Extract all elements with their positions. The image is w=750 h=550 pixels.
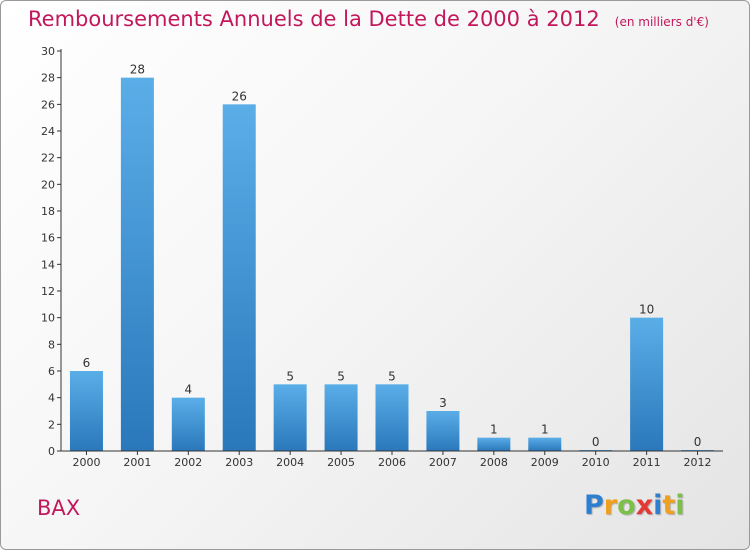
x-tick-label: 2006 [378,456,406,469]
data-label-2005: 5 [337,369,345,383]
logo-letter: x [635,490,654,521]
data-label-2012: 0 [694,435,702,449]
data-label-2009: 1 [541,423,549,437]
data-label-2007: 3 [439,396,447,410]
bar-2008 [477,437,511,451]
chart-title: Remboursements Annuels de la Dette de 20… [28,7,600,31]
bar-2000 [69,371,103,451]
y-tick-label: 18 [41,205,55,218]
x-tick-label: 2000 [72,456,100,469]
x-tick-label: 2010 [582,456,610,469]
bar-2003 [222,104,256,451]
x-tick-label: 2003 [225,456,253,469]
bar-2002 [171,397,205,451]
x-tick-label: 2002 [174,456,202,469]
y-tick-label: 10 [41,312,55,325]
y-tick-label: 20 [41,178,55,191]
y-tick-label: 22 [41,152,55,165]
x-tick-label: 2011 [633,456,661,469]
y-tick-label: 28 [41,72,55,85]
y-tick-label: 16 [41,232,55,245]
logo-letter: t [662,490,676,521]
logo-letter: r [603,490,618,521]
y-tick-label: 12 [41,285,55,298]
y-tick-label: 30 [41,45,55,58]
bar-2005 [324,384,358,451]
chart-unit-label: (en milliers d'€) [614,15,709,29]
logo-letter: o [617,490,636,521]
x-tick-label: 2001 [123,456,151,469]
data-label-2010: 0 [592,435,600,449]
y-tick-label: 26 [41,98,55,111]
data-label-2006: 5 [388,369,396,383]
proxiti-logo: Proxiti [584,490,685,521]
data-label-2004: 5 [286,369,294,383]
x-tick-label: 2007 [429,456,457,469]
x-tick-label: 2012 [684,456,712,469]
bar-2006 [375,384,409,451]
data-label-2011: 10 [639,303,654,317]
x-tick-label: 2005 [327,456,355,469]
x-axis: 2000 2001 2002 2003 2004 2005 2006 2007 2008 2009… [61,450,723,469]
data-label-2000: 6 [83,356,91,370]
y-tick-label: 4 [48,392,55,405]
x-tick-label: 2004 [276,456,304,469]
commune-name: BAX [37,496,81,520]
y-tick-label: 0 [48,445,55,458]
data-label-2001: 28 [130,63,145,77]
bar-2004 [273,384,307,451]
data-label-2002: 4 [184,383,192,397]
y-tick-label: 8 [48,338,55,351]
logo-letter: P [584,490,604,521]
x-tick-label: 2009 [531,456,559,469]
logo-letter: i [653,490,663,521]
title-row: Remboursements Annuels de la Dette de 20… [28,7,709,31]
y-tick-label: 2 [48,418,55,431]
logo-letter: i [675,490,685,521]
y-tick-label: 6 [48,365,55,378]
y-tick-label: 14 [41,258,55,271]
bar-2009 [528,437,562,451]
bar-2011 [630,317,664,451]
bar-2001 [120,77,154,452]
bars [69,77,715,452]
bar-2007 [426,411,460,451]
y-tick-label: 24 [41,125,55,138]
x-tick-label: 2008 [480,456,508,469]
data-label-2003: 26 [232,89,247,103]
data-label-2008: 1 [490,423,498,437]
